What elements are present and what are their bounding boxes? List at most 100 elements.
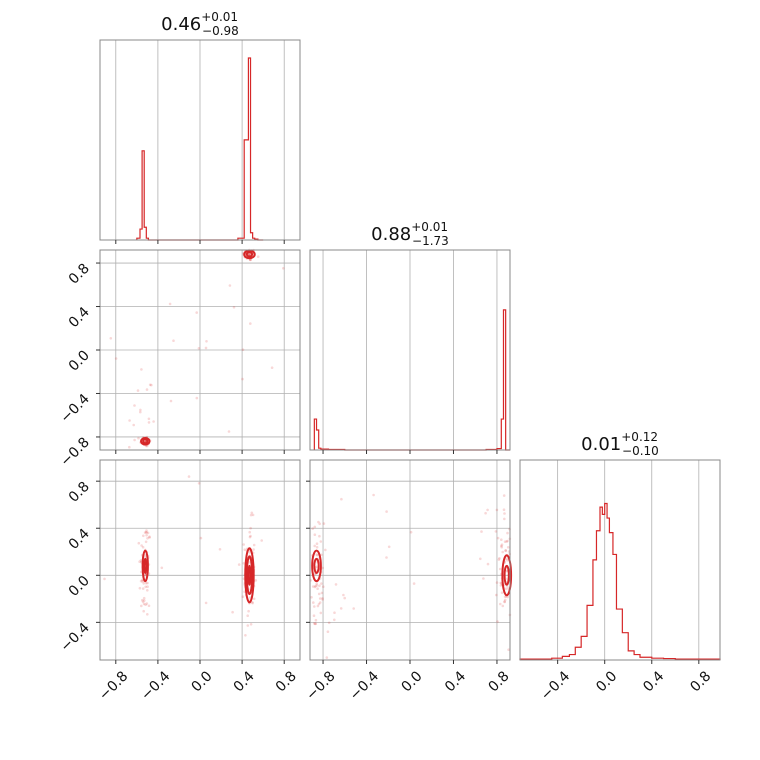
sample-point-r2c0-26 xyxy=(145,531,148,534)
sample-point-r2c0-160 xyxy=(197,482,201,485)
title-param-1: 0.46+0.01 −0.98 xyxy=(161,10,239,38)
sample-point-r2c0-155 xyxy=(160,566,164,570)
sample-point-r2c1-87 xyxy=(506,595,510,599)
sample-point-r2c1-91 xyxy=(504,549,507,552)
contour-r2c1-1 xyxy=(311,549,322,583)
sample-point-r2c0-68 xyxy=(141,587,145,590)
sample-point-r2c1-51 xyxy=(315,542,319,545)
ytick-label-param-2-3: 0.4 xyxy=(66,304,93,331)
sample-point-r2c1-109 xyxy=(500,591,504,594)
ticks-layer: −0.8 −0.4 0.0 0.4 0.8 −0.8 −0.4 0.0 0.4 0.8 −0.4 0.… xyxy=(57,240,714,704)
sample-point-r1c0-109 xyxy=(128,419,131,422)
sample-point-r2c1-114 xyxy=(325,656,329,659)
sample-point-r1c0-92 xyxy=(133,438,136,442)
xtick-label-param-2-4: 0.8 xyxy=(486,668,513,695)
sample-point-r1c0-0 xyxy=(256,255,260,258)
sample-point-r2c0-13 xyxy=(142,582,145,585)
sample-point-r2c0-95 xyxy=(249,513,253,517)
sample-point-r2c1-80 xyxy=(507,648,510,651)
sample-point-r2c1-14 xyxy=(313,533,317,536)
sample-point-r2c1-26 xyxy=(313,525,317,529)
xtick-label-param-2-0: −0.8 xyxy=(303,668,338,703)
sample-point-r2c0-19 xyxy=(141,545,145,549)
sample-point-r2c0-112 xyxy=(242,543,245,546)
sample-point-r2c1-48 xyxy=(319,611,323,615)
sample-point-r2c1-72 xyxy=(506,546,510,549)
contour-r1c0-3 xyxy=(140,437,151,446)
sample-point-r1c0-121 xyxy=(241,348,245,352)
sample-point-r2c0-29 xyxy=(142,602,146,606)
title-param-2-plus: +0.01 xyxy=(411,220,448,234)
sample-point-r2c1-124 xyxy=(334,583,338,586)
sample-point-r2c0-152 xyxy=(204,601,208,605)
sample-point-r2c0-116 xyxy=(251,601,254,605)
sample-point-r2c0-110 xyxy=(249,623,253,626)
sample-point-r2c0-43 xyxy=(142,609,145,613)
contour-r2c0-1 xyxy=(141,549,149,583)
sample-point-r2c1-36 xyxy=(315,565,319,568)
sample-point-r1c0-96 xyxy=(136,389,140,392)
sample-point-r2c0-61 xyxy=(148,536,151,539)
title-param-1-minus: −0.98 xyxy=(202,24,239,38)
sample-point-r2c1-131 xyxy=(482,577,485,580)
sample-point-r1c0-107 xyxy=(145,388,149,391)
sample-point-r2c1-8 xyxy=(315,545,319,549)
sample-point-r2c0-108 xyxy=(243,548,247,551)
sample-point-r2c0-63 xyxy=(143,531,147,534)
ytick-label-param-2-4: 0.8 xyxy=(66,261,93,288)
xtick-label-param-1-4: 0.8 xyxy=(273,668,300,695)
contour-r1c0-1 xyxy=(243,249,256,260)
sample-point-r2c1-54 xyxy=(320,591,324,595)
sample-point-r2c1-117 xyxy=(343,596,347,600)
sample-point-r2c1-93 xyxy=(503,598,507,602)
sample-point-r2c1-144 xyxy=(352,607,356,610)
sample-point-r2c0-16 xyxy=(139,579,143,583)
title-param-2: 0.88+0.01 −1.73 xyxy=(371,220,449,248)
ytick-label-param-2-1: −0.4 xyxy=(57,391,92,426)
sample-point-r1c0-125 xyxy=(169,399,173,403)
contour-r2c0-4 xyxy=(244,547,255,604)
sample-point-r1c0-106 xyxy=(140,368,143,371)
sample-point-r2c1-63 xyxy=(496,620,499,623)
sample-point-r1c0-116 xyxy=(195,311,198,314)
sample-point-r2c1-53 xyxy=(322,585,325,588)
title-param-2-minus: −1.73 xyxy=(412,234,449,248)
ytick-label-param-3-2: 0.4 xyxy=(66,526,93,553)
sample-point-r2c0-151 xyxy=(260,539,264,542)
sample-point-r2c1-37 xyxy=(310,596,313,599)
sample-point-r2c1-103 xyxy=(500,538,503,541)
sample-point-r2c1-146 xyxy=(340,497,343,501)
sample-point-r1c0-118 xyxy=(249,322,252,325)
sample-point-r1c0-104 xyxy=(128,445,131,449)
data-layer xyxy=(103,57,721,660)
sample-point-r1c0-110 xyxy=(204,346,208,350)
sample-point-r2c1-64 xyxy=(506,559,509,562)
sample-point-r2c1-126 xyxy=(486,508,489,512)
sample-point-r1c0-124 xyxy=(205,340,208,343)
sample-point-r2c1-49 xyxy=(324,548,327,552)
sample-point-r2c0-138 xyxy=(248,561,251,564)
sample-point-r2c1-59 xyxy=(499,581,503,585)
sample-point-r2c0-75 xyxy=(248,535,252,539)
sample-point-r2c1-47 xyxy=(322,522,326,525)
sample-point-r2c1-83 xyxy=(502,508,506,512)
sample-point-r1c0-82 xyxy=(137,436,140,440)
sample-point-r2c1-42 xyxy=(316,553,319,557)
sample-point-r2c0-44 xyxy=(147,604,151,608)
sample-point-r2c1-44 xyxy=(317,602,321,606)
sample-point-r2c0-7 xyxy=(146,613,149,616)
sample-point-r2c1-85 xyxy=(495,581,499,584)
sample-point-r1c0-120 xyxy=(282,267,285,270)
contour-r2c1-3 xyxy=(501,554,513,597)
sample-point-r2c0-47 xyxy=(144,585,147,589)
xtick-label-param-1-2: 0.0 xyxy=(189,668,216,695)
sample-point-r1c0-127 xyxy=(227,430,231,433)
sample-point-r2c1-119 xyxy=(342,593,345,597)
sample-point-r2c0-71 xyxy=(249,534,252,538)
sample-point-r2c0-22 xyxy=(146,585,149,588)
sample-point-r1c0-16 xyxy=(249,258,252,262)
sample-point-r2c0-28 xyxy=(146,531,150,535)
sample-point-r2c1-133 xyxy=(502,494,506,497)
histogram-param-1 xyxy=(136,57,264,241)
sample-point-r1c0-113 xyxy=(197,347,201,350)
